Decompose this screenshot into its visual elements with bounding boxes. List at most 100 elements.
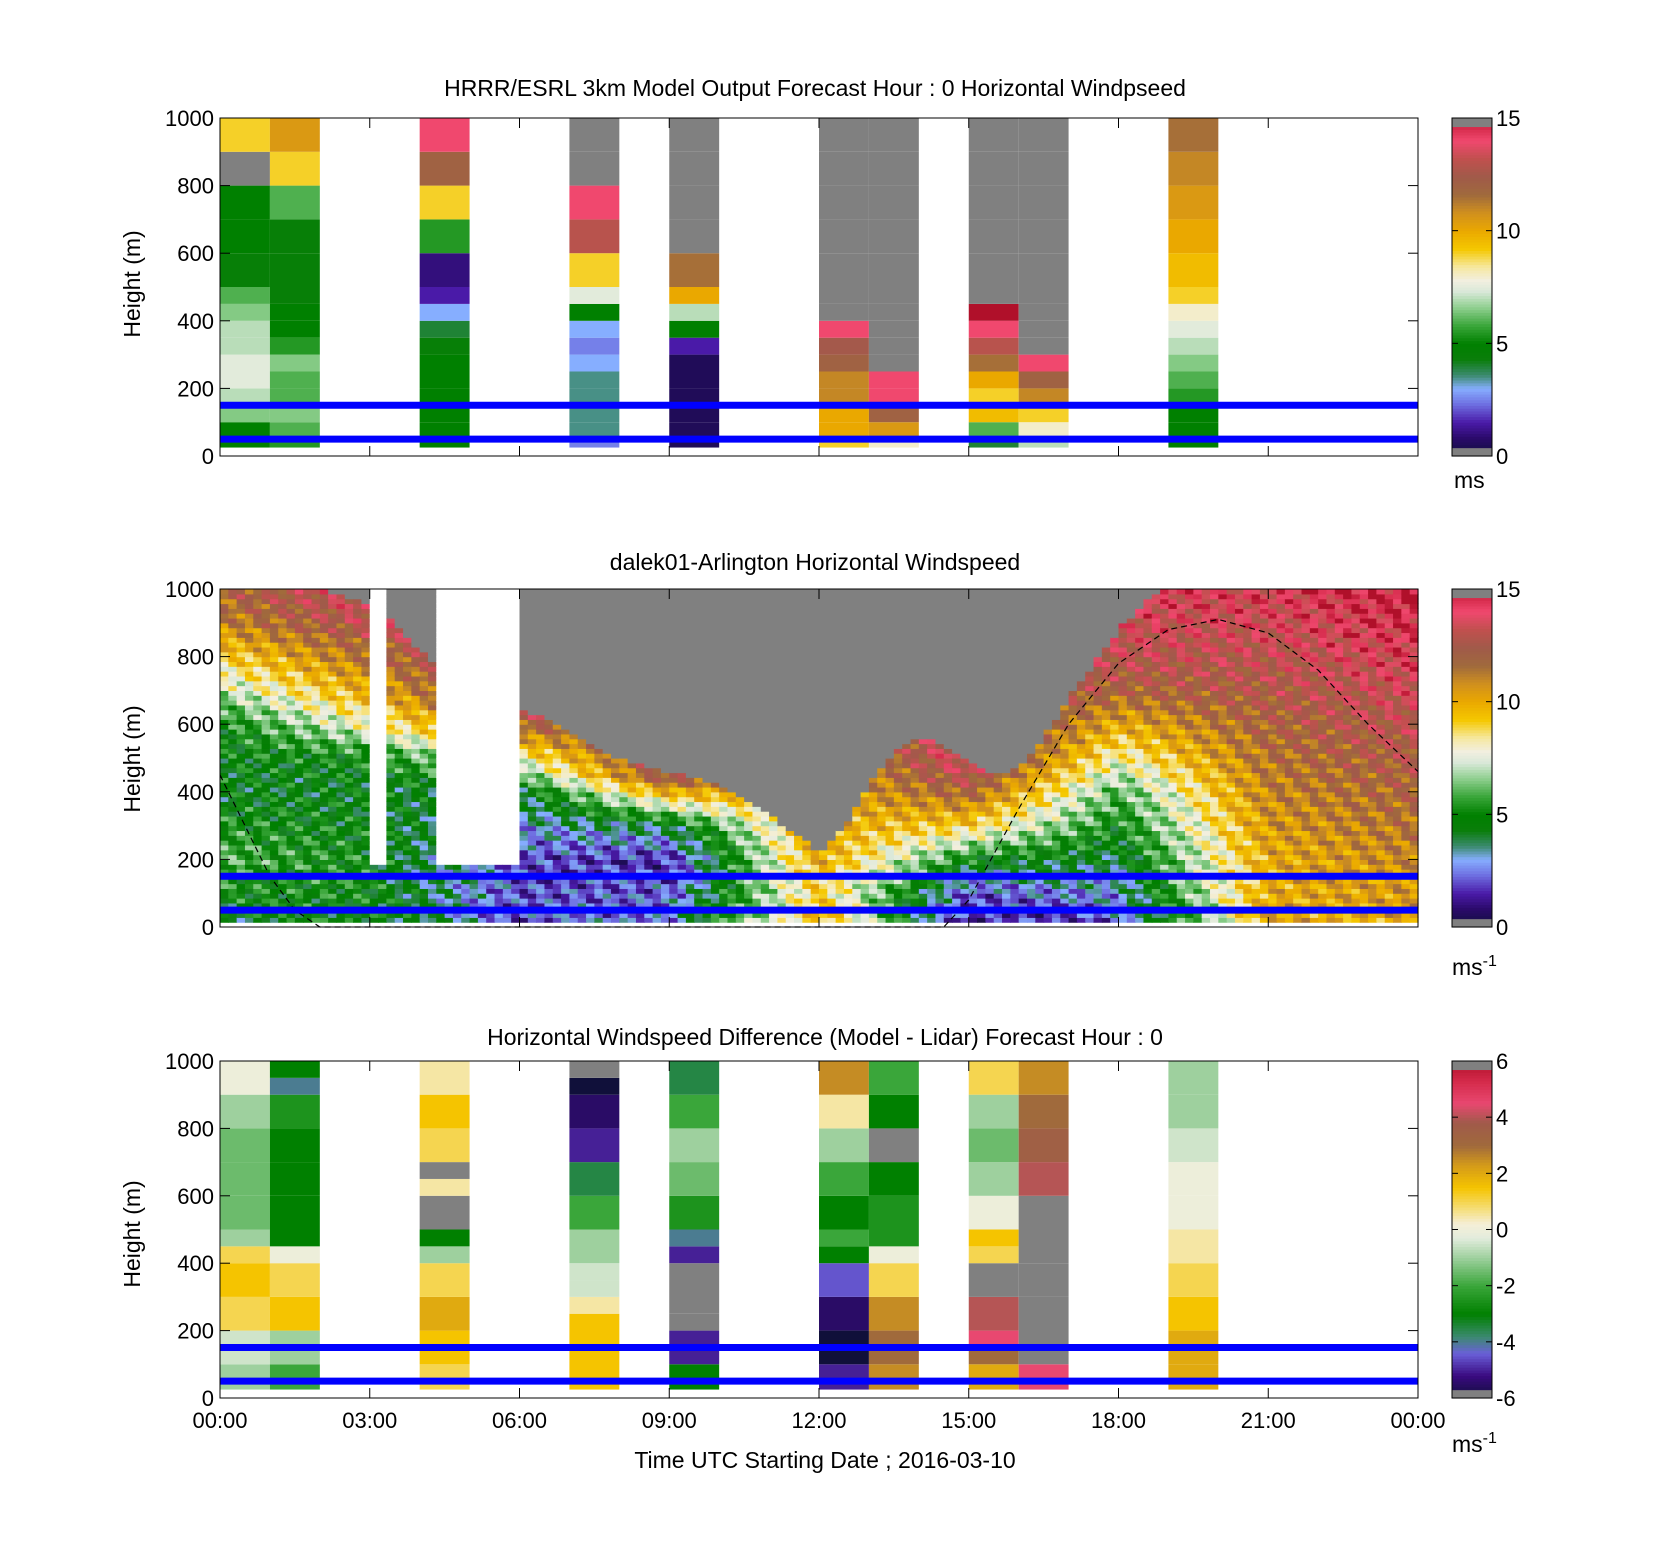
heatmap-cell [336, 608, 346, 614]
heatmap-cell [586, 796, 595, 803]
heatmap-cell [244, 883, 254, 889]
heatmap-cell [228, 893, 238, 899]
heatmap-cell [602, 671, 612, 677]
heatmap-cell [361, 753, 371, 759]
heatmap-cell [669, 388, 720, 406]
heatmap-cell [735, 878, 745, 885]
heatmap-cell [627, 675, 637, 682]
heatmap-cell [444, 709, 454, 716]
heatmap-cell [752, 815, 762, 822]
heatmap-cell [328, 815, 338, 822]
heatmap-cell [386, 854, 396, 860]
heatmap-cell [411, 704, 421, 711]
heatmap-cell [336, 782, 346, 788]
heatmap-cell [669, 151, 720, 186]
heatmap-cell [735, 859, 745, 865]
heatmap-cell [444, 815, 454, 822]
heatmap-cell [702, 786, 712, 793]
heatmap-cell [685, 709, 695, 716]
heatmap-cell [660, 830, 670, 836]
heatmap-cell [378, 835, 387, 841]
heatmap-cell [419, 354, 470, 372]
heatmap-cell [744, 859, 754, 865]
heatmap-cell [644, 883, 654, 889]
heatmap-cell [502, 806, 512, 812]
heatmap-cell [344, 917, 354, 923]
heatmap-cell [544, 772, 554, 778]
heatmap-cell [253, 646, 263, 653]
heatmap-cell [353, 878, 363, 885]
heatmap-cell [1018, 253, 1069, 287]
heatmap-cell [311, 700, 321, 706]
colorbar-swatch [1452, 236, 1492, 240]
heatmap-cell [244, 608, 254, 614]
heatmap-cell [361, 627, 371, 634]
heatmap-cell [677, 632, 687, 638]
heatmap-cell [369, 729, 379, 735]
heatmap-cell [702, 902, 712, 909]
heatmap-cell [494, 748, 504, 754]
heatmap-cell [220, 806, 229, 812]
heatmap-cell [660, 651, 670, 658]
heatmap-cell [868, 405, 919, 423]
heatmap-cell [469, 729, 479, 735]
heatmap-cell [760, 878, 770, 885]
heatmap-cell [328, 695, 338, 701]
heatmap-cell [536, 912, 546, 918]
heatmap-cell [494, 651, 504, 658]
heatmap-cell [378, 791, 387, 798]
heatmap-cell [328, 883, 338, 889]
heatmap-cell [635, 675, 645, 682]
heatmap-cell [569, 825, 579, 832]
heatmap-cell [461, 806, 471, 812]
heatmap-cell [236, 632, 246, 638]
colorbar-swatch [1452, 278, 1492, 282]
heatmap-cell [635, 593, 645, 600]
heatmap-cell [328, 772, 338, 778]
heatmap-cell [511, 864, 521, 870]
heatmap-cell [677, 690, 687, 696]
heatmap-cell [253, 912, 263, 918]
heatmap-cell [519, 815, 529, 822]
heatmap-cell [611, 714, 620, 720]
heatmap-cell [702, 844, 712, 851]
heatmap-cell [236, 864, 246, 870]
heatmap-cell [369, 767, 379, 774]
heatmap-cell [461, 758, 471, 764]
heatmap-cell [244, 772, 254, 778]
heatmap-cell [561, 695, 571, 701]
heatmap-cell [236, 758, 246, 764]
heatmap-cell [569, 709, 579, 716]
heatmap-cell [519, 791, 529, 798]
heatmap-cell [577, 758, 587, 764]
heatmap-cell [760, 651, 770, 658]
heatmap-cell [319, 917, 329, 923]
heatmap-cell [619, 820, 629, 827]
heatmap-cell [278, 844, 288, 851]
heatmap-cell [336, 714, 346, 720]
heatmap-cell [228, 714, 238, 720]
heatmap-cell [527, 608, 537, 614]
heatmap-cell [669, 738, 679, 745]
heatmap-cell [294, 661, 304, 667]
heatmap-cell [361, 714, 371, 720]
heatmap-cell [353, 849, 363, 856]
heatmap-cell [769, 912, 779, 918]
heatmap-cell [519, 786, 529, 793]
heatmap-cell [669, 666, 679, 672]
heatmap-cell [544, 786, 554, 793]
heatmap-cell [369, 786, 379, 793]
heatmap-cell [502, 844, 512, 851]
heatmap-cell [378, 690, 387, 696]
heatmap-cell [461, 589, 471, 595]
heatmap-cell [469, 738, 479, 745]
heatmap-cell [602, 777, 612, 783]
heatmap-cell [502, 777, 512, 783]
heatmap-cell [444, 835, 454, 841]
heatmap-cell [819, 371, 869, 389]
colorbar-swatch [1452, 351, 1492, 356]
heatmap-cell [602, 637, 612, 643]
heatmap-cell [602, 695, 612, 701]
heatmap-cell [868, 354, 919, 372]
heatmap-cell [1168, 354, 1219, 372]
